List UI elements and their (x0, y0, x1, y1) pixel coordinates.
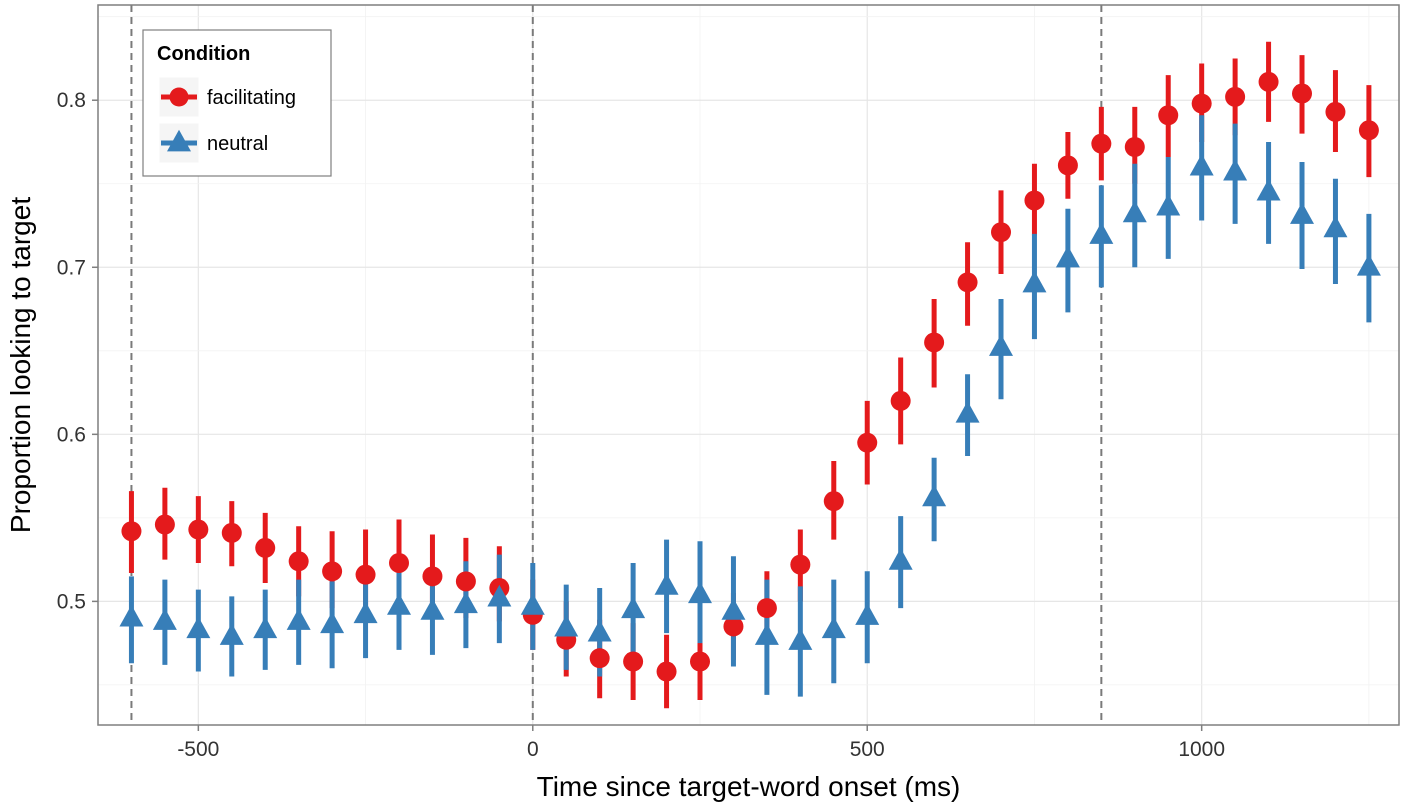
data-point-facilitating (690, 651, 711, 672)
data-point-facilitating (656, 661, 677, 682)
data-point-neutral (186, 616, 211, 639)
data-point-neutral (1356, 254, 1381, 276)
data-point-neutral (1156, 193, 1181, 216)
data-point-neutral (219, 623, 244, 645)
data-point-facilitating (1057, 155, 1078, 176)
data-point-neutral (1055, 245, 1080, 268)
data-point-neutral (1089, 222, 1114, 244)
data-point-facilitating (1158, 105, 1179, 126)
data-point-facilitating (188, 519, 209, 540)
data-point-facilitating (924, 332, 945, 353)
legend-key-marker (169, 87, 189, 107)
data-point-neutral (1223, 158, 1248, 181)
y-tick-label: 0.8 (57, 89, 86, 112)
plot-panel-border (97, 4, 1400, 726)
data-point-facilitating (154, 514, 175, 535)
data-point-neutral (1022, 270, 1047, 293)
data-point-neutral (587, 619, 612, 642)
data-point-facilitating (723, 616, 744, 637)
legend-key-marker (167, 129, 191, 152)
data-point-facilitating (589, 648, 610, 669)
data-point-facilitating (790, 554, 811, 575)
data-point-neutral (286, 608, 311, 630)
data-point-neutral (119, 604, 144, 627)
data-point-neutral (1122, 200, 1147, 223)
data-point-facilitating (288, 551, 309, 572)
data-point-neutral (721, 598, 746, 620)
legend-key-facilitating (158, 76, 200, 118)
data-point-facilitating (1292, 83, 1313, 104)
data-point-facilitating (890, 390, 911, 411)
y-tick-label: 0.7 (57, 256, 86, 279)
y-tick-label: 0.5 (57, 590, 86, 613)
data-point-neutral (353, 601, 378, 624)
data-point-facilitating (1358, 120, 1379, 141)
x-tick-label: 1000 (1178, 738, 1225, 761)
y-axis-title: Proportion looking to target (5, 197, 36, 533)
data-point-facilitating (455, 571, 476, 592)
data-point-neutral (989, 334, 1014, 356)
data-point-facilitating (121, 521, 142, 542)
data-point-neutral (754, 623, 779, 645)
legend-key-neutral (158, 122, 200, 164)
data-point-neutral (420, 598, 445, 620)
x-axis-ticks: -500 0 500 1000 (177, 725, 1225, 761)
data-point-facilitating (1024, 190, 1045, 211)
legend-label-neutral: neutral (207, 133, 268, 155)
data-point-neutral (453, 591, 478, 614)
data-point-neutral (1290, 202, 1315, 224)
data-point-facilitating (957, 272, 978, 293)
data-point-facilitating (355, 564, 376, 585)
data-point-facilitating (255, 537, 276, 558)
data-point-facilitating (1091, 133, 1112, 154)
data-point-neutral (654, 573, 679, 595)
data-point-neutral (1189, 153, 1214, 176)
data-point-facilitating (389, 552, 410, 573)
x-axis-title: Time since target-word onset (ms) (537, 771, 961, 802)
data-point-facilitating (1191, 93, 1212, 114)
data-point-neutral (1323, 215, 1348, 238)
legend-label-facilitating: facilitating (207, 87, 296, 109)
data-point-facilitating (221, 522, 242, 543)
data-point-facilitating (823, 491, 844, 512)
data-point-neutral (387, 593, 412, 615)
data-point-facilitating (1124, 136, 1145, 157)
data-point-facilitating (1225, 86, 1246, 107)
data-point-facilitating (1325, 101, 1346, 122)
data-point-facilitating (322, 561, 343, 582)
data-point-neutral (855, 603, 880, 625)
data-point-neutral (821, 616, 846, 639)
data-point-neutral (320, 611, 345, 634)
data-point-facilitating (1258, 71, 1279, 92)
data-point-neutral (788, 628, 813, 650)
data-point-neutral (621, 596, 646, 619)
x-tick-label: -500 (177, 738, 219, 761)
data-point-facilitating (422, 566, 443, 587)
data-point-neutral (1256, 178, 1281, 201)
legend-title: Condition (157, 43, 250, 65)
data-point-neutral (253, 616, 278, 639)
data-point-neutral (152, 608, 177, 630)
x-tick-label: 500 (850, 738, 885, 761)
data-point-facilitating (991, 222, 1012, 243)
data-point-neutral (554, 614, 579, 637)
data-point-facilitating (623, 651, 644, 672)
legend: Condition facilitating neutral (142, 29, 332, 177)
data-point-facilitating (857, 432, 878, 453)
y-tick-label: 0.6 (57, 423, 86, 446)
data-point-neutral (688, 581, 713, 604)
y-axis-ticks: 0.5 0.6 0.7 0.8 (57, 89, 98, 613)
data-point-neutral (888, 548, 913, 570)
data-point-neutral (922, 484, 947, 507)
data-point-neutral (955, 401, 980, 423)
data-point-neutral (520, 593, 545, 615)
x-tick-label: 0 (527, 738, 539, 761)
data-point-facilitating (756, 598, 777, 619)
data-markers (119, 71, 1381, 682)
data-point-neutral (487, 584, 512, 607)
